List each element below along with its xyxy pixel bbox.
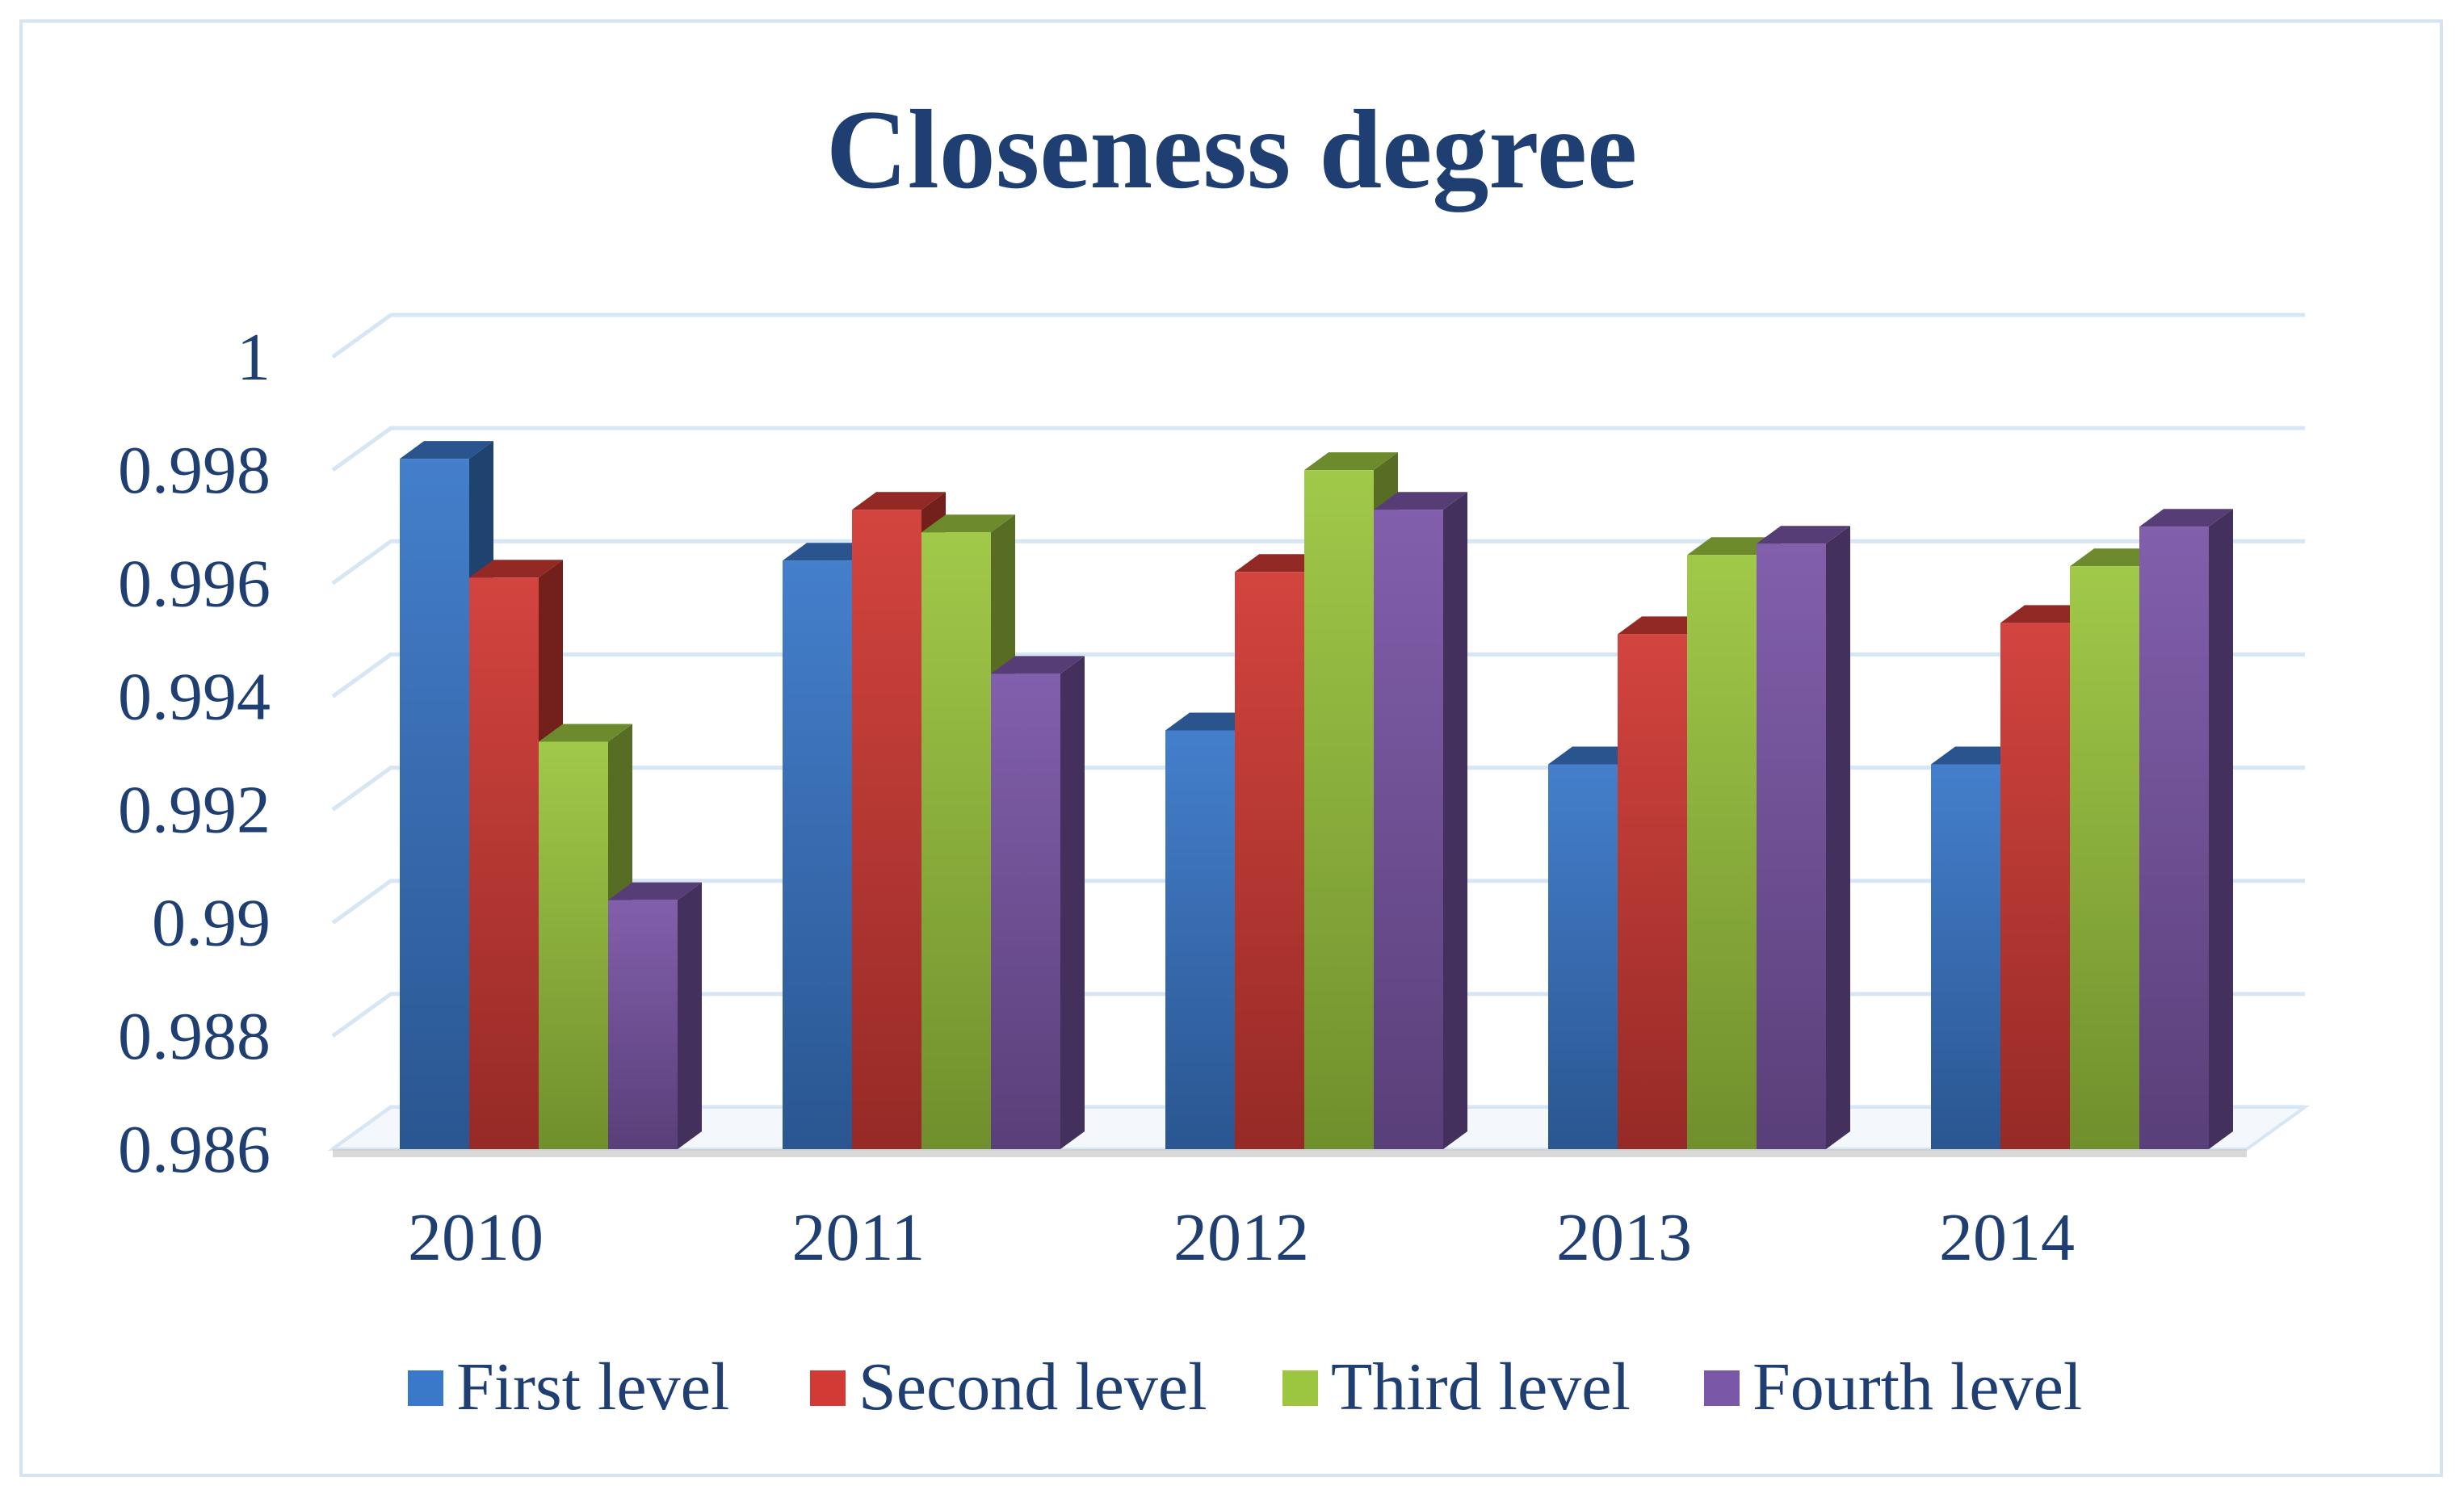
bar-top xyxy=(921,514,1015,533)
x-category-label: 2011 xyxy=(792,1200,926,1275)
bar-front xyxy=(1304,470,1374,1149)
bar-front xyxy=(400,459,469,1149)
x-category-label: 2010 xyxy=(408,1200,544,1275)
bar-front xyxy=(539,741,608,1149)
gridline xyxy=(331,313,2305,359)
x-category-label: 2014 xyxy=(1939,1200,2075,1275)
legend-item: Third level xyxy=(1282,1349,1631,1425)
gridline xyxy=(331,426,2305,472)
y-axis-ticks: 0.986 0.988 0.99 0.992 0.994 0.996 0.998 1 xyxy=(118,320,271,1187)
bar xyxy=(2139,509,2233,1149)
legend-item: First level xyxy=(408,1349,729,1425)
bar-front xyxy=(852,510,921,1149)
bar-side xyxy=(1443,492,1467,1149)
legend-label: First level xyxy=(456,1349,729,1425)
floor-shadow xyxy=(333,1149,2247,1157)
y-tick-label: 0.988 xyxy=(118,999,271,1074)
bar-top xyxy=(469,560,563,578)
bar-top xyxy=(539,724,632,742)
bar-front xyxy=(1757,543,1826,1149)
y-tick-label: 0.992 xyxy=(118,773,271,848)
x-category-label: 2013 xyxy=(1556,1200,1692,1275)
bar-top xyxy=(608,882,702,900)
gridline xyxy=(331,539,2305,585)
bar-front xyxy=(1687,555,1757,1149)
bar xyxy=(1757,526,1850,1149)
bars xyxy=(400,441,2233,1149)
bar-front xyxy=(991,673,1060,1149)
bar-front xyxy=(469,577,539,1149)
bar-top xyxy=(1304,452,1398,471)
legend-swatch xyxy=(1282,1370,1318,1406)
bar xyxy=(608,882,702,1149)
legend-swatch xyxy=(408,1370,443,1406)
bar-front xyxy=(1931,764,2000,1149)
y-tick-label: 0.994 xyxy=(118,659,271,734)
bar-front xyxy=(783,560,852,1149)
bar-side xyxy=(2209,509,2233,1149)
bar-top xyxy=(1374,492,1467,510)
bar xyxy=(991,656,1085,1149)
bar-side xyxy=(1060,656,1085,1149)
legend-item: Fourth level xyxy=(1704,1349,2082,1425)
y-tick-label: 1 xyxy=(237,320,271,395)
legend: First level Second level Third level Fourth… xyxy=(408,1349,2082,1425)
bar-front xyxy=(1374,510,1443,1149)
bar-front xyxy=(2000,623,2070,1149)
bar-front xyxy=(1618,634,1687,1149)
x-axis-categories: 2010 2011 2012 2013 2014 xyxy=(408,1200,2075,1275)
y-tick-label: 0.998 xyxy=(118,433,271,508)
legend-label: Second level xyxy=(858,1349,1207,1425)
bar-top xyxy=(991,656,1085,674)
bar-front xyxy=(921,532,991,1149)
bar-top xyxy=(1757,526,1850,544)
bar-top xyxy=(400,441,493,459)
legend-swatch xyxy=(1704,1370,1740,1406)
bar-front xyxy=(608,900,678,1149)
y-tick-label: 0.986 xyxy=(118,1112,271,1187)
bar-front xyxy=(1165,730,1235,1149)
bar-side xyxy=(1826,526,1850,1149)
bar xyxy=(1374,492,1467,1149)
legend-label: Fourth level xyxy=(1753,1349,2082,1425)
bar-front xyxy=(2070,566,2139,1149)
legend-label: Third level xyxy=(1331,1349,1631,1425)
bar-top xyxy=(852,492,946,510)
y-tick-label: 0.99 xyxy=(152,886,271,961)
bar-front xyxy=(1548,764,1618,1149)
chart-title: Closeness degree xyxy=(826,87,1637,212)
bar-front xyxy=(2139,527,2209,1149)
legend-swatch xyxy=(810,1370,846,1406)
legend-item: Second level xyxy=(810,1349,1207,1425)
bar-front xyxy=(1235,572,1304,1149)
bar-side xyxy=(678,882,702,1149)
x-category-label: 2012 xyxy=(1173,1200,1309,1275)
y-tick-label: 0.996 xyxy=(118,546,271,621)
bar-top xyxy=(2139,509,2233,527)
